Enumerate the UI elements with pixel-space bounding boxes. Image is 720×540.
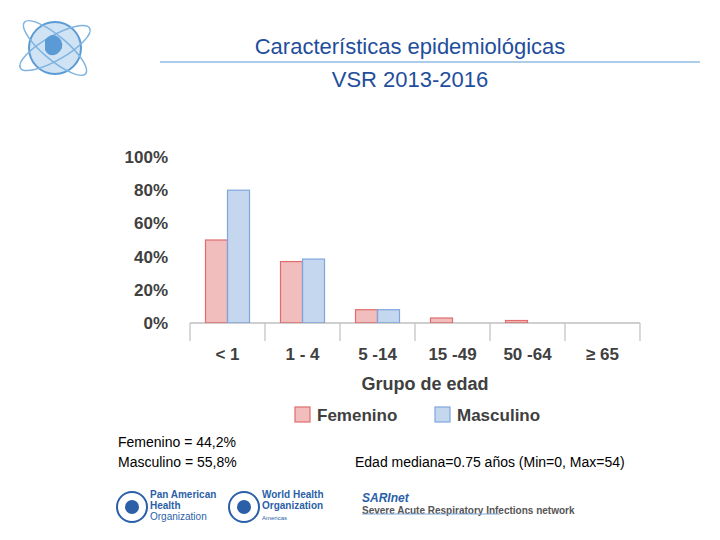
logo-emblem <box>125 500 139 514</box>
y-tick-label: 20% <box>134 281 168 300</box>
category-separator <box>414 323 415 341</box>
bar <box>506 321 528 323</box>
annotation: Edad mediana=0.75 años (Min=0, Max=54) <box>355 454 625 470</box>
annotation: Masculino = 55,8% <box>118 454 237 470</box>
bar <box>431 318 453 323</box>
logo-text: World Health <box>262 489 323 500</box>
title-rule <box>160 61 700 62</box>
y-tick-label: 0% <box>143 314 168 333</box>
x-tick-label: 15 -49 <box>428 345 476 364</box>
logo-text: SARInet <box>362 491 410 505</box>
x-axis-label: Grupo de edad <box>361 374 488 394</box>
legend-label: Masculino <box>457 406 540 425</box>
logo-text: Organization <box>262 500 323 511</box>
logo-emblem <box>229 492 259 522</box>
annotation: Femenino = 44,2% <box>118 434 236 450</box>
logo-rule <box>362 514 500 515</box>
category-separator <box>489 323 490 341</box>
y-tick <box>186 256 190 257</box>
bar <box>603 322 625 323</box>
bar <box>228 190 250 323</box>
y-tick <box>186 223 190 224</box>
logo-continent <box>45 35 62 55</box>
bar <box>356 310 378 323</box>
bar <box>281 262 303 323</box>
title: Características epidemiológicas <box>255 34 566 59</box>
y-tick <box>186 157 190 158</box>
logo-text: Organization <box>150 511 207 522</box>
bars <box>206 190 528 323</box>
logo-text: Health <box>150 500 181 511</box>
x-tick-label: < 1 <box>215 345 239 364</box>
legend-swatch <box>295 407 310 422</box>
x-tick-label: 50 -64 <box>503 345 552 364</box>
category-separator <box>339 323 340 341</box>
x-tick-label: ≥ 65 <box>586 345 619 364</box>
logo-orbit <box>17 13 94 83</box>
category-separator <box>189 323 190 341</box>
bar <box>206 240 228 323</box>
legend-swatch <box>435 407 450 422</box>
y-tick <box>186 289 190 290</box>
bar <box>581 322 603 323</box>
logo-emblem <box>117 492 147 522</box>
y-tick-label: 60% <box>134 214 168 233</box>
bar <box>303 259 325 323</box>
y-tick-label: 80% <box>134 181 168 200</box>
y-tick-label: 40% <box>134 248 168 267</box>
subtitle: VSR 2013-2016 <box>332 67 489 92</box>
logo-text: Americas <box>262 515 287 521</box>
logo-text: Pan American <box>150 489 216 500</box>
category-separator <box>264 323 265 341</box>
footer-logos: Pan AmericanHealthOrganizationWorld Heal… <box>117 489 575 522</box>
category-separator <box>639 323 640 341</box>
x-tick-label: 1 - 4 <box>285 345 320 364</box>
logo-text: Severe Acute Respiratory Infections netw… <box>362 505 575 516</box>
bar <box>378 310 400 323</box>
y-tick <box>186 190 190 191</box>
bar <box>528 322 550 323</box>
page: Características epidemiológicas VSR 2013-… <box>0 0 720 540</box>
logo-emblem <box>237 500 251 514</box>
logo-orbit <box>14 18 95 79</box>
legend-label: Femenino <box>317 406 397 425</box>
category-separator <box>564 323 565 341</box>
y-tick-label: 100% <box>125 148 168 167</box>
bar <box>453 322 475 323</box>
legend: Femenino Masculino <box>295 406 540 425</box>
header-logo <box>14 13 95 83</box>
x-tick-label: 5 -14 <box>358 345 397 364</box>
